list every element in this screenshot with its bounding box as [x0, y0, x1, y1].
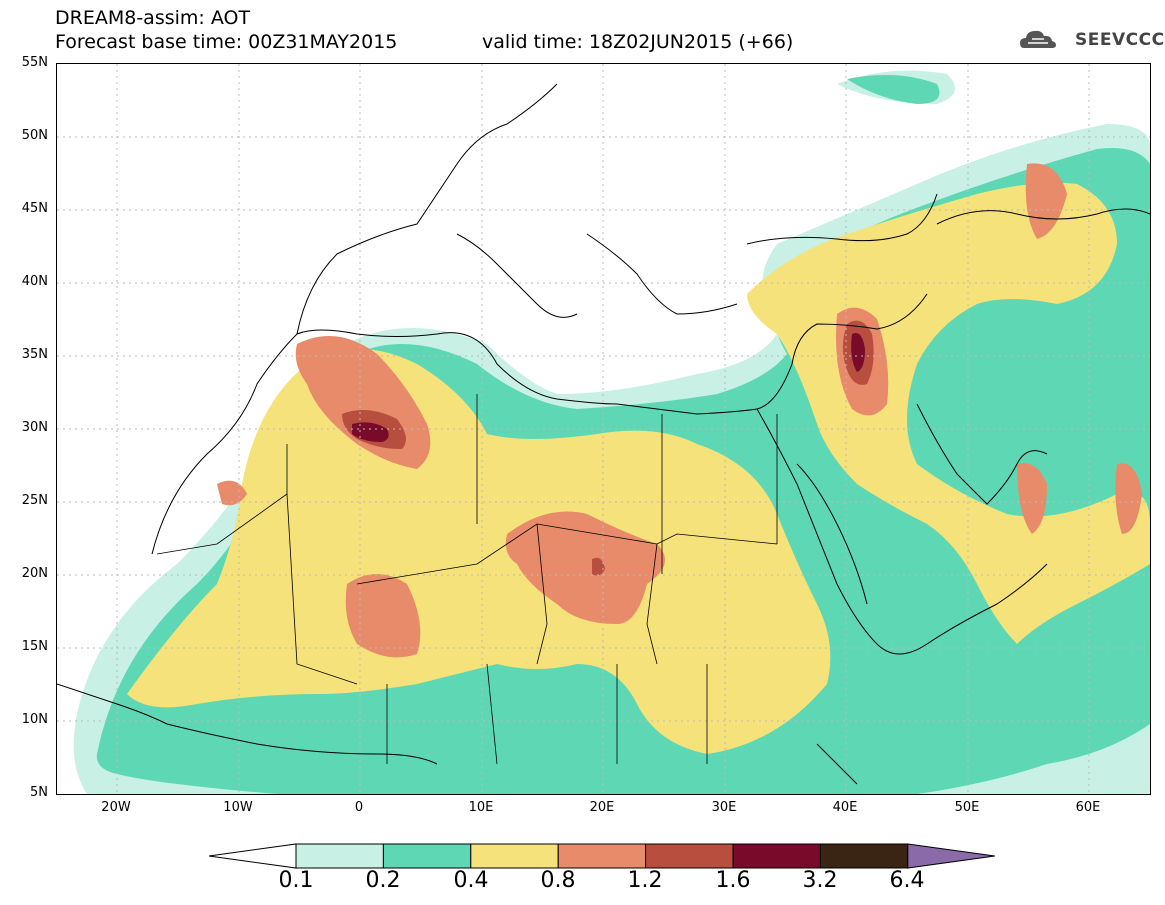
colorbar-label: 1.6	[715, 868, 751, 893]
y-tick-label: 40N	[21, 274, 48, 289]
y-tick-label: 35N	[21, 347, 48, 362]
y-tick-label: 30N	[21, 420, 48, 435]
colorbar-segment	[819, 843, 909, 869]
y-tick-label: 5N	[30, 785, 48, 800]
aot-field-1.6	[352, 333, 865, 442]
x-tick-label: 0	[354, 800, 364, 815]
y-tick-label: 15N	[21, 639, 48, 654]
colorbar-segment	[557, 843, 647, 869]
coastlines	[57, 83, 1150, 785]
colorbar-label: 0.2	[365, 868, 401, 893]
y-tick-label: 55N	[21, 55, 48, 70]
x-tick-label: 60E	[1075, 800, 1101, 815]
x-tick-label: 20E	[589, 800, 615, 815]
colorbar-label: 0.4	[453, 868, 489, 893]
x-tick-label: 40E	[832, 800, 858, 815]
y-tick-label: 25N	[21, 493, 48, 508]
valid-time: valid time: 18Z02JUN2015 (+66)	[482, 31, 794, 53]
x-tick-label: 30E	[711, 800, 737, 815]
borders	[156, 394, 778, 765]
map-title: DREAM8-assim: AOT	[55, 7, 251, 29]
colorbar-label: 1.2	[627, 868, 663, 893]
colorbar-label: 0.1	[278, 868, 314, 893]
y-tick-label: 50N	[21, 128, 48, 143]
logo-text: SEEVCCC	[1075, 30, 1165, 50]
cloud-icon	[1020, 30, 1056, 48]
x-tick-label: 10W	[223, 800, 253, 815]
x-tick-label: 50E	[954, 800, 980, 815]
forecast-base-time: Forecast base time: 00Z31MAY2015	[55, 31, 398, 53]
aot-field-0.8	[217, 163, 1142, 658]
aot-map	[56, 63, 1151, 795]
colorbar-segment	[295, 843, 384, 869]
x-tick-label: 10E	[468, 800, 494, 815]
colorbar-segment	[645, 843, 734, 869]
colorbar-arrow-high	[907, 843, 995, 869]
colorbar-label: 0.8	[540, 868, 576, 893]
colorbar-segment	[382, 843, 472, 869]
colorbar	[208, 843, 995, 869]
colorbar-segment	[470, 843, 559, 869]
x-tick-label: 20W	[101, 800, 131, 815]
y-tick-label: 20N	[21, 566, 48, 581]
y-tick-label: 45N	[21, 201, 48, 216]
y-tick-label: 10N	[21, 712, 48, 727]
colorbar-arrow-low	[208, 843, 297, 869]
gridlines	[57, 64, 1150, 794]
colorbar-label: 3.2	[802, 868, 838, 893]
colorbar-segment	[732, 843, 821, 869]
colorbar-label: 6.4	[889, 868, 925, 893]
